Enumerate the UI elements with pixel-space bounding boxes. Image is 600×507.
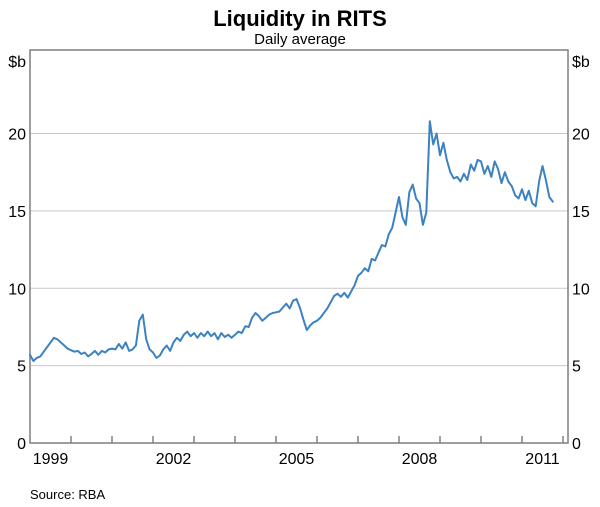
chart-subtitle: Daily average [254, 31, 346, 48]
y-tick-label-left: 20 [8, 127, 26, 144]
x-tick-label: 2002 [156, 451, 192, 468]
y-tick-label-left: 5 [17, 359, 26, 376]
y-tick-label-left: 10 [8, 281, 26, 298]
x-tick-label: 2011 [525, 451, 560, 468]
y-tick-label-right: 5 [572, 359, 581, 376]
x-tick-label: 1999 [33, 451, 69, 468]
x-tick-label: 2005 [279, 451, 315, 468]
y-tick-label-left: 15 [8, 204, 26, 221]
y-axis-unit-left: $b [8, 54, 26, 71]
plot-frame [29, 49, 569, 444]
y-tick-label-right: 10 [572, 281, 590, 298]
y-tick-label-right: 20 [572, 127, 590, 144]
source-note: Source: RBA [30, 487, 106, 502]
y-tick-label-right: 0 [572, 436, 581, 453]
chart-title: Liquidity in RITS [213, 6, 387, 31]
data-series-line [29, 120, 554, 362]
x-tick-label: 2008 [402, 451, 438, 468]
y-tick-label-right: 15 [572, 204, 590, 221]
y-tick-label-left: 0 [17, 436, 26, 453]
y-axis-unit-right: $b [572, 54, 590, 71]
